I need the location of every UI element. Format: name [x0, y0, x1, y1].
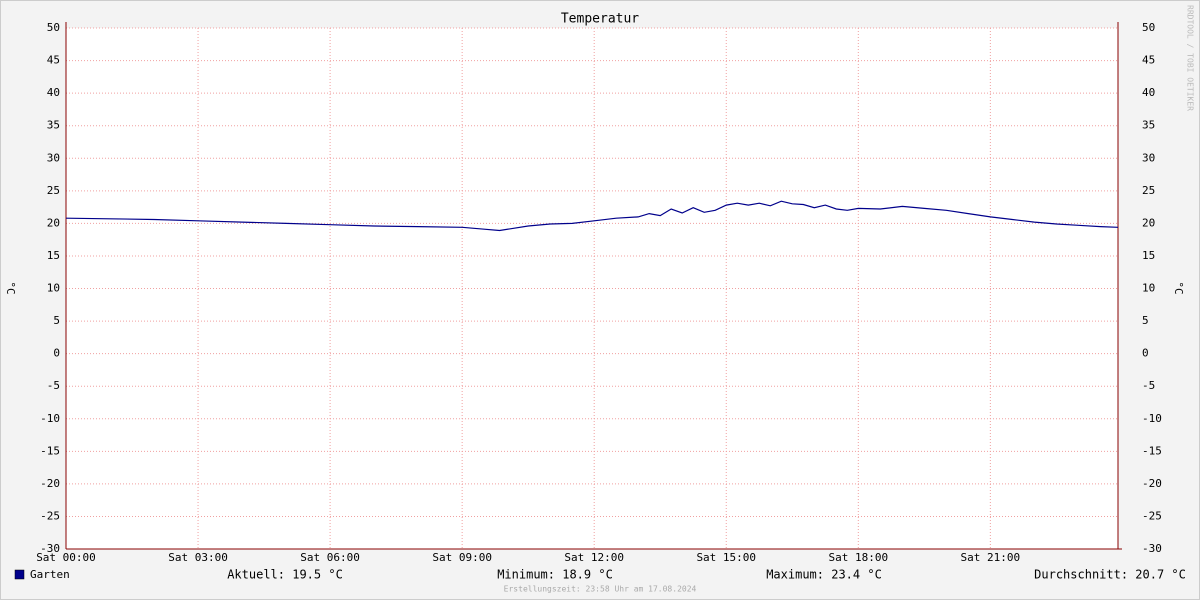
y-tick-label: -20 — [40, 477, 60, 490]
y-tick-label: -30 — [40, 542, 60, 555]
y2-tick-label: 30 — [1142, 151, 1155, 164]
y-tick-label: 0 — [53, 347, 60, 360]
x-tick-label: Sat 12:00 — [564, 551, 624, 564]
y2-tick-label: 50 — [1142, 21, 1155, 34]
stat-label: Aktuell: 19.5 °C — [227, 568, 343, 582]
legend-swatch — [14, 569, 25, 580]
y2-axis-label: °C — [1172, 281, 1185, 294]
watermark: RRDTOOL / TOBI OETIKER — [1186, 5, 1195, 111]
x-tick-label: Sat 00:00 — [36, 551, 96, 564]
y2-tick-label: -25 — [1142, 509, 1162, 522]
y2-tick-label: 20 — [1142, 216, 1155, 229]
y-tick-label: -15 — [40, 444, 60, 457]
x-tick-label: Sat 21:00 — [961, 551, 1021, 564]
y2-tick-label: 15 — [1142, 249, 1155, 262]
data-line — [65, 200, 1119, 232]
y-tick-label: 15 — [47, 249, 60, 262]
legend-label: Garten — [30, 568, 70, 581]
y-tick-label: 40 — [47, 86, 60, 99]
chart-title: Temperatur — [561, 12, 639, 27]
y2-tick-label: 10 — [1142, 282, 1155, 295]
stat-label: Durchschnitt: 20.7 °C — [1034, 568, 1186, 582]
y2-tick-label: -15 — [1142, 444, 1162, 457]
y2-tick-label: 35 — [1142, 119, 1155, 132]
y2-tick-label: 25 — [1142, 184, 1155, 197]
y-tick-label: 5 — [53, 314, 60, 327]
stat-label: Maximum: 23.4 °C — [766, 568, 882, 582]
x-tick-label: Sat 15:00 — [696, 551, 756, 564]
footer: Erstellungszeit: 23:58 Uhr am 17.08.2024 — [504, 585, 697, 594]
y-tick-label: -10 — [40, 412, 60, 425]
y-tick-label: 20 — [47, 216, 60, 229]
x-tick-label: Sat 06:00 — [300, 551, 360, 564]
y-tick-label: 50 — [47, 21, 60, 34]
y2-tick-label: -5 — [1142, 379, 1155, 392]
y2-tick-label: 0 — [1142, 347, 1149, 360]
x-tick-label: Sat 09:00 — [432, 551, 492, 564]
y2-tick-label: 40 — [1142, 86, 1155, 99]
y2-tick-label: 45 — [1142, 54, 1155, 67]
y-tick-label: 25 — [47, 184, 60, 197]
y2-tick-label: 5 — [1142, 314, 1149, 327]
y-tick-label: -25 — [40, 509, 60, 522]
y2-tick-label: -20 — [1142, 477, 1162, 490]
y-tick-label: 10 — [47, 282, 60, 295]
y-tick-label: 35 — [47, 119, 60, 132]
y-tick-label: 45 — [47, 54, 60, 67]
x-tick-label: Sat 03:00 — [168, 551, 228, 564]
y-axis-label: °C — [4, 281, 17, 294]
y-tick-label: -5 — [47, 379, 60, 392]
stat-label: Minimum: 18.9 °C — [497, 568, 613, 582]
x-tick-label: Sat 18:00 — [828, 551, 888, 564]
y2-tick-label: -30 — [1142, 542, 1162, 555]
y-tick-label: 30 — [47, 151, 60, 164]
y2-tick-label: -10 — [1142, 412, 1162, 425]
